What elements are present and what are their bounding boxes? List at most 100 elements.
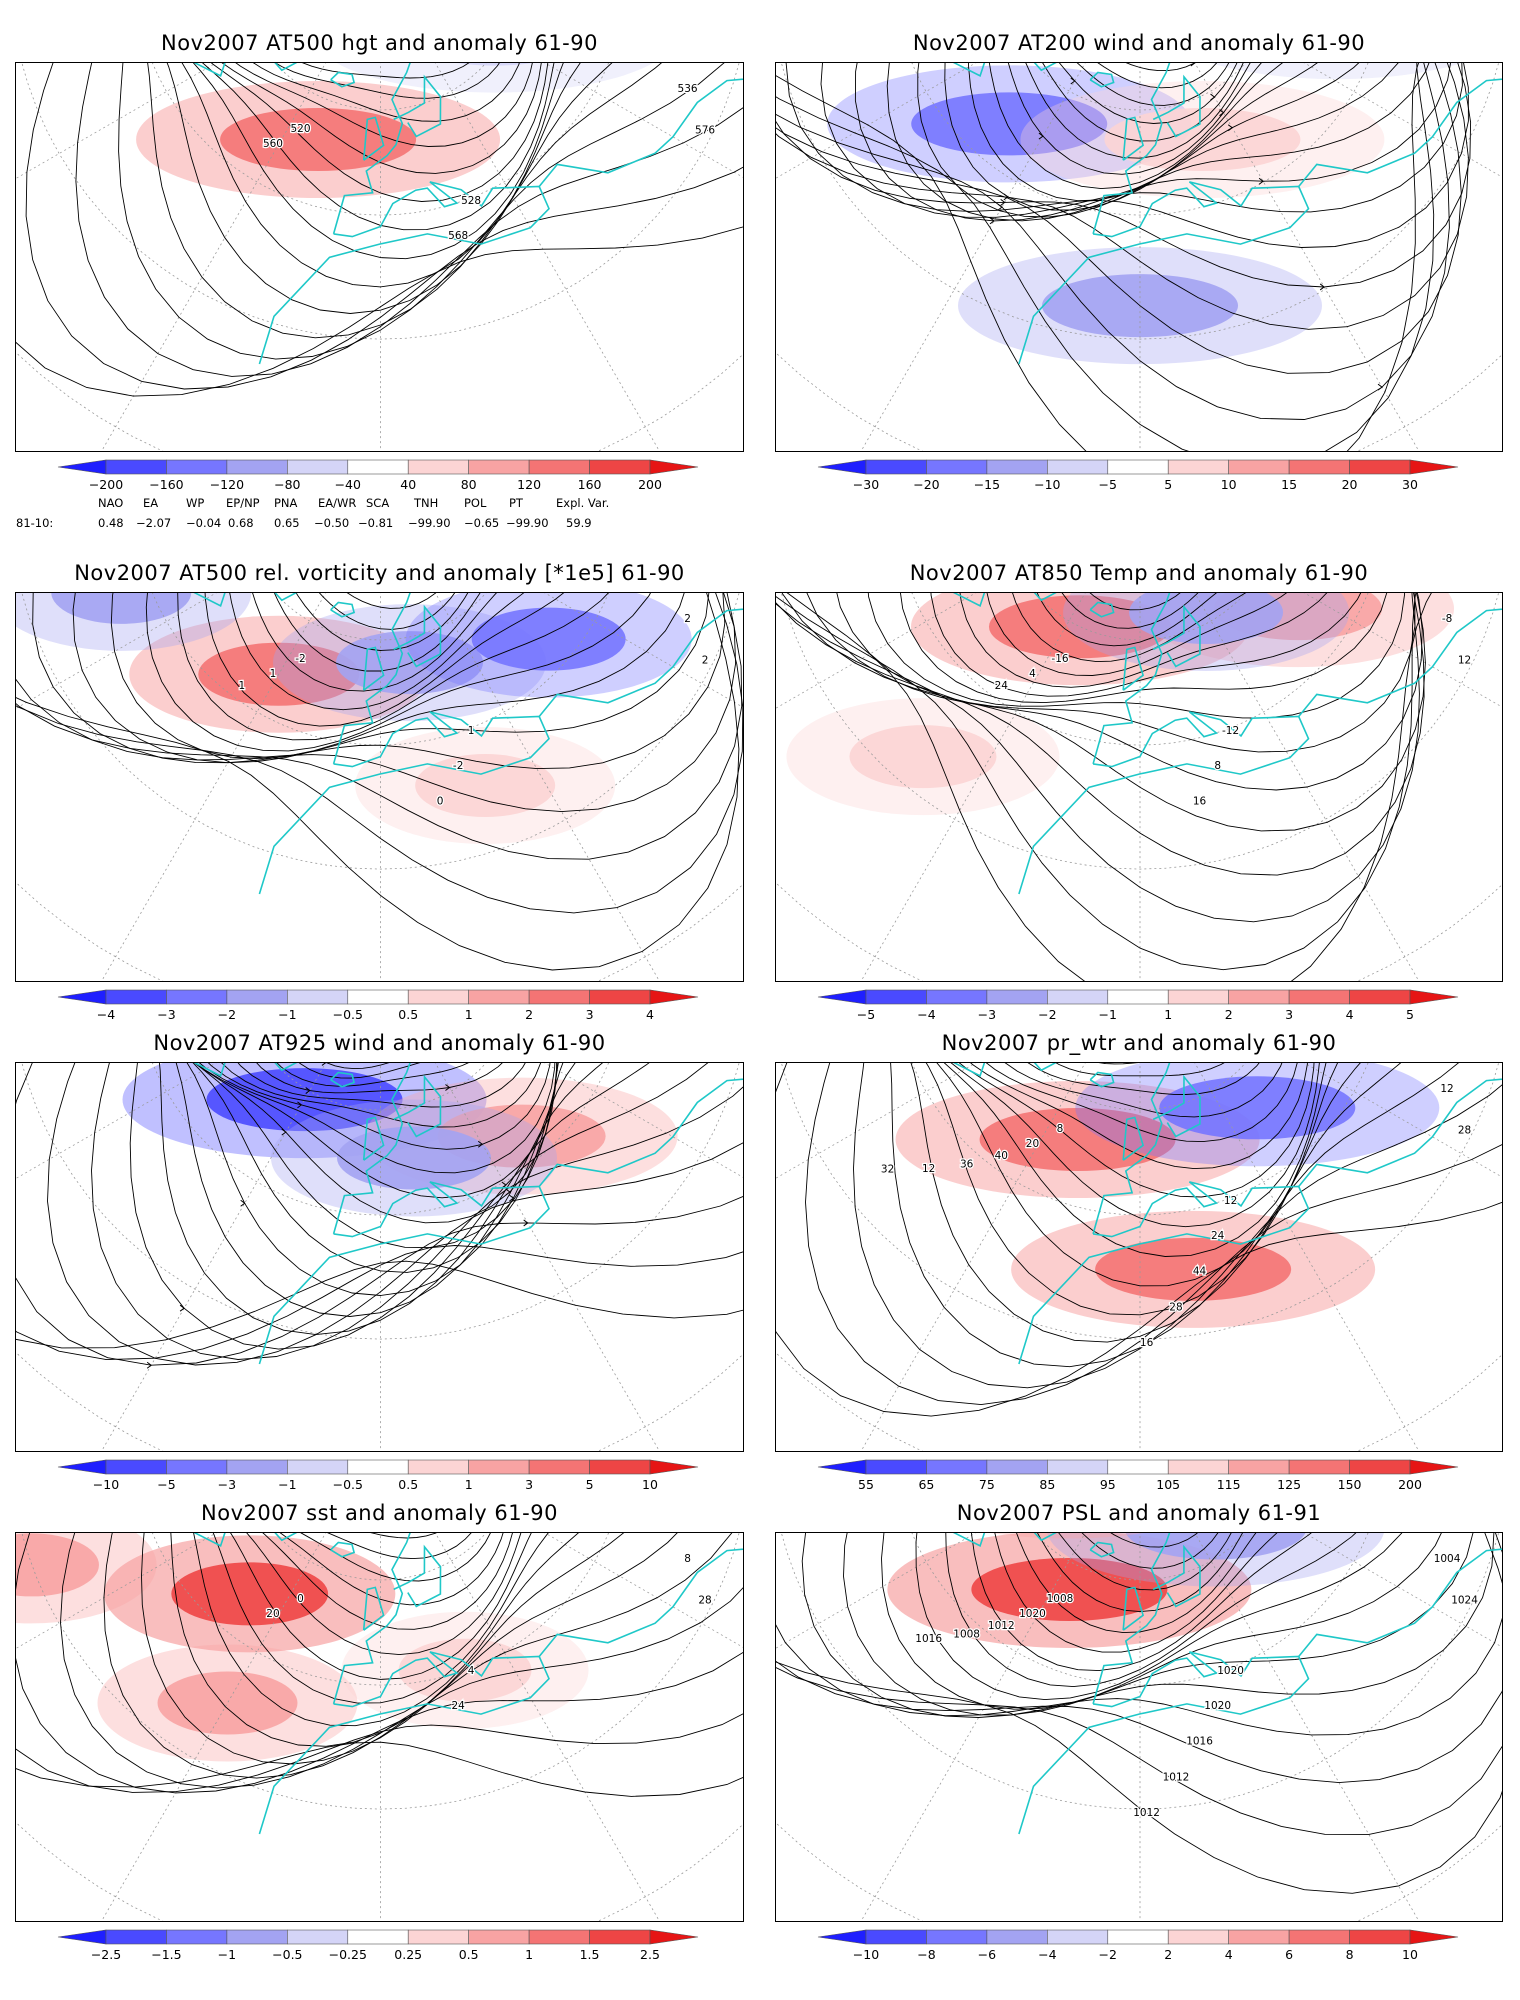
- vort500-map-svg: -2 1 2 1 -2 2 1 0: [16, 593, 743, 981]
- teleconnection-header: PNA: [274, 496, 298, 510]
- colorbar-segment: [1288, 459, 1350, 475]
- panel-title: Nov2007 AT500 rel. vorticity and anomaly…: [74, 561, 685, 585]
- colorbar-segment: [1107, 1929, 1169, 1945]
- contour-label: 28: [1458, 1124, 1471, 1136]
- colorbar-tick-label: 2: [1164, 1947, 1172, 1962]
- map-frame: 520 528 536 560 568 576: [15, 62, 744, 452]
- colorbar-segment: [1228, 989, 1290, 1005]
- teleconnection-row-label: 81-10:: [16, 516, 54, 530]
- colorbar-tick-label: −120: [210, 477, 244, 492]
- colorbar-tick-label: −3: [218, 1477, 236, 1492]
- colorbar-segment: [226, 989, 288, 1005]
- colorbar-segment: [528, 1459, 590, 1475]
- colorbar-tick-label: 85: [1039, 1477, 1055, 1492]
- colorbar-tick-label: 10: [642, 1477, 658, 1492]
- colorbar-segment: [468, 459, 530, 475]
- anomaly-patch: [988, 595, 1171, 659]
- contour-label: 8: [1057, 1123, 1064, 1135]
- panel-psl: Nov2007 PSL and anomaly 61-91 1008 1020 100…: [775, 1496, 1503, 1922]
- colorbar-tick-label: 4: [646, 1007, 654, 1022]
- colorbar-tick-label: 4: [1225, 1947, 1233, 1962]
- wind-arrow: [1070, 77, 1076, 85]
- anomaly-patch: [336, 631, 484, 695]
- colorbar-tick-label: 5: [1406, 1007, 1414, 1022]
- colorbar-segment: [1167, 989, 1229, 1005]
- colorbar-tick-label: −3: [157, 1007, 175, 1022]
- contour-label: 1016: [1186, 1735, 1213, 1747]
- contour-label: -8: [1442, 613, 1452, 625]
- colorbar-segment: [1107, 459, 1169, 475]
- temp850-map-svg: -16 -12 -8 4 8 12 24 16: [776, 593, 1502, 981]
- contour-label: 1008: [953, 1628, 980, 1640]
- temp850-colorbar: −5 −4 −3 −2 −1 1 2 3 4 5: [817, 989, 1459, 1022]
- teleconnection-value: 0.65: [274, 516, 300, 530]
- contour-label: 576: [695, 124, 715, 136]
- colorbar-segment: [589, 1459, 651, 1475]
- wind200-colorbar: −30 −20 −15 −10 −5 5 10 15 20 30: [817, 459, 1459, 492]
- contour-label: 1020: [1217, 1665, 1244, 1677]
- contour-label: -2: [295, 653, 305, 665]
- contour-label: 12: [1224, 1195, 1237, 1207]
- contour-label: 528: [461, 195, 481, 207]
- contour-label: 1: [468, 725, 475, 737]
- anomaly-patch: [171, 1562, 329, 1626]
- contour-label: 20: [266, 1608, 279, 1620]
- contour-label: 2: [702, 654, 709, 666]
- contour-label: 12: [1458, 654, 1471, 666]
- temp850-anomaly-layer: [786, 593, 1454, 816]
- teleconnection-value: −0.81: [358, 516, 394, 530]
- teleconnection-header: EA: [143, 496, 159, 510]
- contour-label: 12: [1440, 1083, 1453, 1095]
- colorbar-segment: [1228, 1929, 1290, 1945]
- wind-arrow: [240, 1199, 246, 1207]
- teleconnection-header: EA/WR: [318, 496, 357, 510]
- colorbar-segment: [287, 989, 349, 1005]
- contour-label: 24: [451, 1700, 465, 1712]
- anomaly-patch: [471, 607, 626, 671]
- colorbar-tick-label: −5: [157, 1477, 175, 1492]
- wind-arrow: [297, 1101, 303, 1109]
- colorbar-segment: [1349, 1459, 1411, 1475]
- colorbar-segment: [226, 459, 288, 475]
- colorbar-tick-label: −10: [93, 1477, 119, 1492]
- wind-arrow: [477, 1140, 484, 1148]
- contour-label: -12: [1222, 725, 1239, 737]
- colorbar-segment: [986, 459, 1048, 475]
- colorbar-segment: [1107, 1459, 1169, 1475]
- colorbar-container: −5 −4 −3 −2 −1 1 2 3 4 5: [817, 989, 1459, 1030]
- colorbar-segment: [347, 989, 409, 1005]
- colorbar-tick-label: 160: [578, 477, 602, 492]
- colorbar-tick-label: −3: [978, 1007, 996, 1022]
- colorbar-segment: [347, 1929, 409, 1945]
- anomaly-patch: [157, 1671, 298, 1735]
- colorbar-tick-label: −1: [278, 1477, 296, 1492]
- colorbar-tick-label: 55: [858, 1477, 874, 1492]
- colorbar-tick-label: 10: [1402, 1947, 1418, 1962]
- contour-label: 1012: [988, 1620, 1015, 1632]
- colorbar-tick-label: 1: [525, 1947, 533, 1962]
- contour-label: 0: [437, 795, 444, 807]
- colorbar-segment: [1349, 1929, 1411, 1945]
- wind-arrow: [523, 1219, 529, 1227]
- colorbar-tick-label: −80: [274, 477, 300, 492]
- colorbar-segment: [1288, 1929, 1350, 1945]
- colorbar-high-arrow: [1409, 1459, 1459, 1475]
- wind200-map-svg: [776, 63, 1502, 451]
- contour-label: 2: [684, 613, 691, 625]
- wind925-coastlines: [193, 1063, 743, 1365]
- wind200-field-lines: [776, 63, 1472, 451]
- contour-label: 1016: [915, 1633, 942, 1645]
- anomaly-patch: [911, 92, 1108, 156]
- anomaly-patch: [1095, 1237, 1292, 1301]
- psl-contour-labels: 1008102010041020102010241012101610081012…: [914, 1552, 1479, 1820]
- colorbar-tick-label: −2: [1099, 1947, 1117, 1962]
- wind-arrow: [997, 203, 1003, 211]
- colorbar-low-arrow: [817, 459, 867, 475]
- wind200-coastlines: [952, 63, 1502, 365]
- colorbar-segment: [1228, 459, 1290, 475]
- teleconnection-value: −0.04: [186, 516, 222, 530]
- wind925-graticule: [16, 1063, 743, 1451]
- wind200-graticule: [776, 63, 1502, 451]
- sst-contour-labels: 0 4 8 20 24 28: [265, 1552, 713, 1713]
- colorbar-segment: [865, 1459, 927, 1475]
